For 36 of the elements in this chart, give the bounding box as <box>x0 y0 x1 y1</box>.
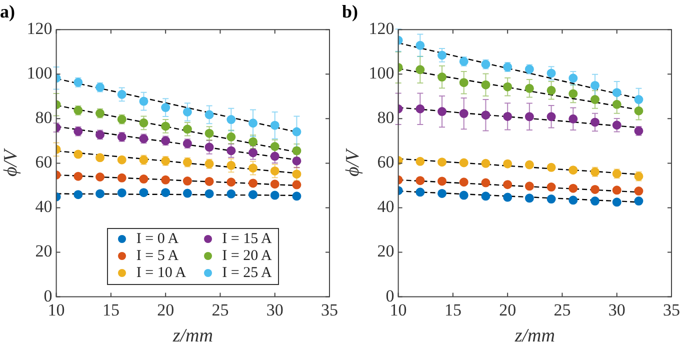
x-tick-label: 30 <box>266 300 284 320</box>
x-tick-label: 35 <box>321 300 338 320</box>
legend-label: I = 25 A <box>222 264 272 282</box>
chart-title: b) <box>342 1 358 22</box>
y-tick-label: 120 <box>26 19 52 38</box>
x-tick-label: 20 <box>499 300 516 320</box>
y-tick-label: 60 <box>35 152 52 172</box>
y-tick-label: 20 <box>35 242 52 261</box>
y-tick-label: 60 <box>377 152 394 172</box>
y-axis-title: ϕ/V <box>0 147 22 177</box>
y-tick-label: 20 <box>377 242 394 261</box>
legend-label: I = 5 A <box>136 248 179 265</box>
x-axis-title: z/mm <box>514 326 555 347</box>
x-tick-label: 35 <box>663 300 680 320</box>
y-tick-label: 100 <box>368 64 394 83</box>
y-tick-label: 0 <box>44 286 52 306</box>
y-axis-title: ϕ/V <box>342 147 364 177</box>
legend-label: I = 20 A <box>222 248 272 265</box>
x-tick-label: 20 <box>157 300 174 320</box>
x-tick-label: 15 <box>102 300 120 320</box>
chart-title: a) <box>0 1 15 22</box>
x-axis-title: z/mm <box>172 326 213 347</box>
y-tick-label: 40 <box>35 197 52 216</box>
y-tick-label: 80 <box>377 108 394 128</box>
x-tick-label: 30 <box>608 300 626 320</box>
y-tick-label: 0 <box>386 286 394 306</box>
x-tick-label: 15 <box>444 300 462 320</box>
legend-label: I = 0 A <box>136 230 179 248</box>
legend-label: I = 15 A <box>222 230 272 248</box>
y-tick-label: 120 <box>368 19 394 38</box>
x-tick-label: 25 <box>212 300 229 320</box>
y-tick-label: 80 <box>35 108 52 128</box>
x-tick-label: 25 <box>554 300 571 320</box>
legend-label: I = 10 A <box>136 264 186 282</box>
y-tick-label: 100 <box>26 64 52 83</box>
y-tick-label: 40 <box>377 197 394 216</box>
